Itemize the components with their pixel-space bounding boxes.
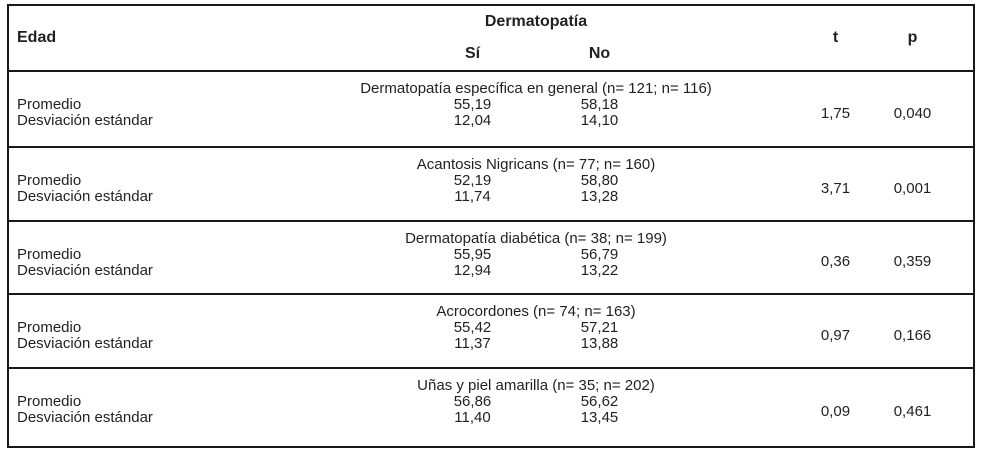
value-p: 0,166 (893, 326, 932, 344)
section-title: Acrocordones (n= 74; n= 163) (436, 303, 636, 320)
value-sd-si: 11,40 (454, 409, 491, 426)
value-mean-si: 55,95 (453, 246, 492, 263)
value-p: 0,001 (893, 179, 932, 197)
table-header: Edad Dermatopatía Sí No t p (9, 6, 973, 70)
value-sd-no: 13,88 (580, 335, 619, 352)
row-label-desviacion: Desviación estándar (17, 409, 153, 426)
section-title: Dermatopatía específica en general (n= 1… (360, 80, 712, 97)
section-acrocordones: Acrocordones (n= 74; n= 163) Promedio De… (9, 293, 973, 367)
value-mean-no: 58,80 (580, 172, 619, 189)
row-label-promedio: Promedio (17, 319, 82, 336)
value-sd-no: 14,10 (580, 112, 619, 129)
row-label-promedio: Promedio (17, 96, 82, 113)
col-header-t: t (832, 29, 839, 46)
value-t: 1,75 (820, 104, 851, 122)
value-sd-si: 11,74 (454, 188, 491, 205)
row-label-promedio: Promedio (17, 246, 82, 263)
col-header-p: p (907, 29, 918, 46)
value-p: 0,359 (893, 253, 932, 270)
value-sd-si: 12,04 (453, 112, 492, 129)
row-label-desviacion: Desviación estándar (17, 188, 153, 205)
value-mean-si: 56,86 (453, 393, 492, 410)
section-dermatopatia-especifica: Dermatopatía específica en general (n= 1… (9, 70, 973, 146)
value-t: 0,97 (820, 326, 851, 344)
value-sd-si: 12,94 (453, 262, 492, 279)
section-title: Acantosis Nigricans (n= 77; n= 160) (416, 156, 656, 173)
row-label-desviacion: Desviación estándar (17, 262, 153, 279)
row-label-promedio: Promedio (17, 172, 82, 189)
section-title: Uñas y piel amarilla (n= 35; n= 202) (417, 377, 655, 394)
section-title: Dermatopatía diabética (n= 38; n= 199) (405, 230, 667, 247)
col-header-dermatopatia: Dermatopatía (484, 13, 588, 30)
section-unas-piel-amarilla: Uñas y piel amarilla (n= 35; n= 202) Pro… (9, 367, 973, 446)
col-header-edad: Edad (17, 29, 57, 46)
row-label-desviacion: Desviación estándar (17, 112, 153, 129)
value-t: 3,71 (820, 179, 851, 197)
value-sd-no: 13,22 (580, 262, 619, 279)
value-t: 0,09 (820, 403, 851, 420)
section-dermatopatia-diabetica: Dermatopatía diabética (n= 38; n= 199) P… (9, 220, 973, 293)
value-mean-no: 56,62 (580, 393, 619, 410)
row-label-desviacion: Desviación estándar (17, 335, 153, 352)
value-mean-si: 55,42 (453, 319, 492, 336)
value-t: 0,36 (820, 253, 851, 270)
value-sd-si: 11,37 (454, 335, 491, 352)
col-header-no: No (588, 45, 611, 62)
row-label-promedio: Promedio (17, 393, 82, 410)
value-mean-no: 56,79 (580, 246, 619, 263)
value-p: 0,461 (893, 403, 932, 420)
value-sd-no: 13,45 (580, 409, 619, 426)
value-mean-si: 55,19 (453, 96, 492, 113)
section-acantosis-nigricans: Acantosis Nigricans (n= 77; n= 160) Prom… (9, 146, 973, 220)
value-p: 0,040 (893, 104, 932, 122)
stats-table: Edad Dermatopatía Sí No t p Dermatopatía… (7, 4, 975, 448)
value-sd-no: 13,28 (580, 188, 619, 205)
value-mean-si: 52,19 (453, 172, 492, 189)
value-mean-no: 58,18 (580, 96, 619, 113)
value-mean-no: 57,21 (580, 319, 619, 336)
col-header-si: Sí (464, 45, 481, 62)
